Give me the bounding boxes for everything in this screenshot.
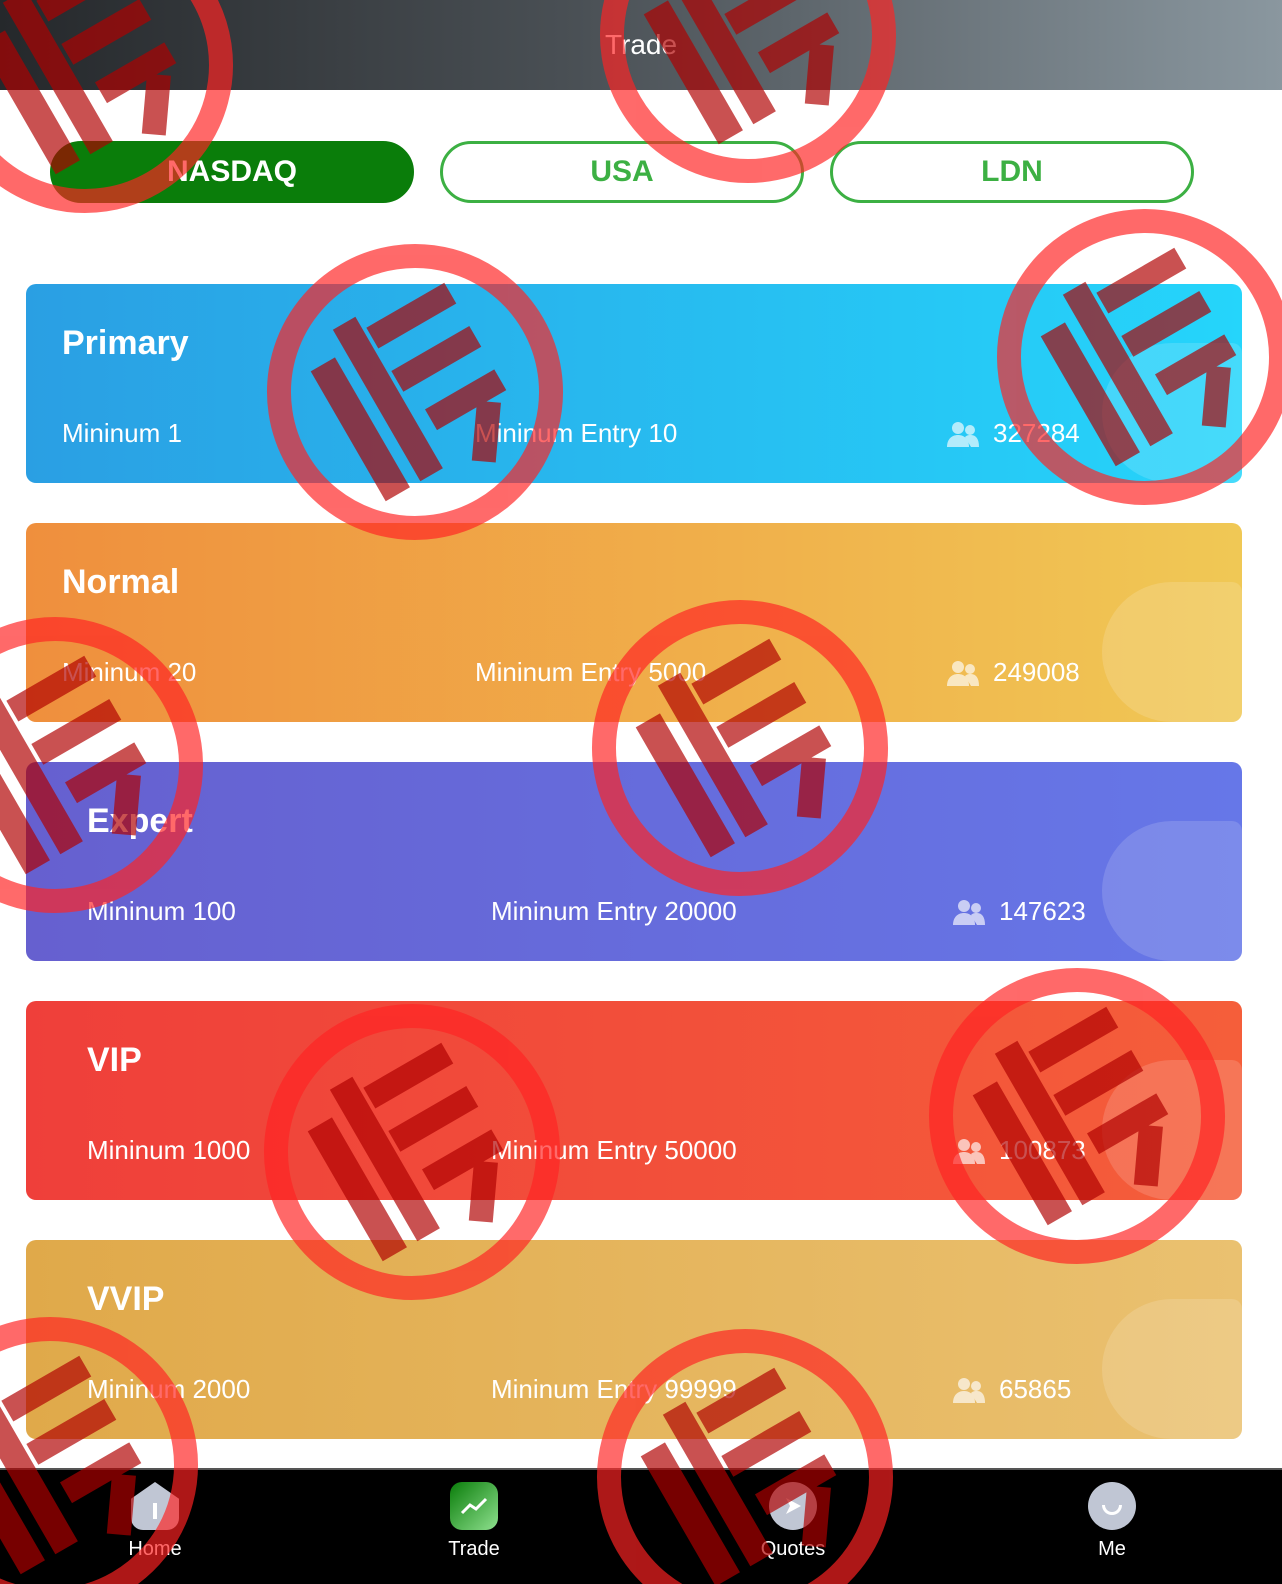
card-decoration bbox=[1102, 821, 1242, 961]
card-normal[interactable]: Normal Mininum 20 Mininum Entry 5000 249… bbox=[26, 523, 1242, 722]
card-minimum: Mininum 100 bbox=[87, 896, 236, 926]
card-minimum: Mininum 1000 bbox=[87, 1135, 251, 1165]
count-value: 65865 bbox=[999, 1374, 1072, 1404]
users-icon bbox=[953, 899, 985, 925]
users-icon bbox=[947, 660, 979, 686]
nav-trade-label: Trade bbox=[448, 1538, 500, 1560]
nav-quotes[interactable]: Quotes bbox=[733, 1482, 853, 1561]
page-title: Trade bbox=[604, 29, 678, 60]
card-title: Expert bbox=[87, 802, 193, 840]
card-member-count: 249008 bbox=[947, 657, 1080, 688]
card-entry: Mininum Entry 5000 bbox=[475, 657, 707, 687]
card-decoration bbox=[1102, 1060, 1242, 1200]
nav-me[interactable]: Me bbox=[1052, 1482, 1172, 1561]
tab-ldn[interactable]: LDN bbox=[830, 141, 1194, 203]
nav-me-label: Me bbox=[1098, 1538, 1126, 1560]
card-decoration bbox=[1102, 582, 1242, 722]
profile-icon bbox=[1088, 1482, 1136, 1530]
count-value: 327284 bbox=[993, 418, 1080, 448]
users-icon bbox=[953, 1377, 985, 1403]
card-title: Primary bbox=[62, 324, 189, 362]
nav-home[interactable]: Home bbox=[95, 1482, 215, 1561]
card-member-count: 65865 bbox=[953, 1374, 1071, 1405]
users-icon bbox=[947, 421, 979, 447]
card-member-count: 100873 bbox=[953, 1135, 1086, 1166]
home-icon bbox=[131, 1482, 179, 1530]
nav-home-label: Home bbox=[128, 1538, 182, 1560]
card-entry: Mininum Entry 99999 bbox=[491, 1374, 737, 1404]
card-entry: Mininum Entry 10 bbox=[475, 418, 678, 448]
card-primary[interactable]: Primary Mininum 1 Mininum Entry 10 32728… bbox=[26, 284, 1242, 483]
nav-trade[interactable]: Trade bbox=[414, 1482, 534, 1561]
card-vvip[interactable]: VVIP Mininum 2000 Mininum Entry 99999 65… bbox=[26, 1240, 1242, 1439]
nav-quotes-label: Quotes bbox=[760, 1538, 826, 1560]
card-title: VVIP bbox=[87, 1280, 165, 1318]
card-expert[interactable]: Expert Mininum 100 Mininum Entry 20000 1… bbox=[26, 762, 1242, 961]
card-title: VIP bbox=[87, 1041, 142, 1079]
card-member-count: 147623 bbox=[953, 896, 1086, 927]
count-value: 249008 bbox=[993, 657, 1080, 687]
card-vip[interactable]: VIP Mininum 1000 Mininum Entry 50000 100… bbox=[26, 1001, 1242, 1200]
card-minimum: Mininum 2000 bbox=[87, 1374, 251, 1404]
card-decoration bbox=[1102, 343, 1242, 483]
card-title: Normal bbox=[62, 563, 180, 601]
card-minimum: Mininum 1 bbox=[62, 418, 182, 448]
tab-nasdaq[interactable]: NASDAQ bbox=[50, 141, 414, 203]
bottom-nav: Home Trade Quotes Me bbox=[0, 1468, 1282, 1584]
card-entry: Mininum Entry 20000 bbox=[491, 896, 737, 926]
card-minimum: Mininum 20 bbox=[62, 657, 197, 687]
users-icon bbox=[953, 1138, 985, 1164]
trade-chart-icon bbox=[450, 1482, 498, 1530]
count-value: 100873 bbox=[999, 1135, 1086, 1165]
card-entry: Mininum Entry 50000 bbox=[491, 1135, 737, 1165]
tab-usa[interactable]: USA bbox=[440, 141, 804, 203]
card-decoration bbox=[1102, 1299, 1242, 1439]
card-member-count: 327284 bbox=[947, 418, 1080, 449]
quotes-icon bbox=[769, 1482, 817, 1530]
header: Trade bbox=[0, 0, 1282, 90]
count-value: 147623 bbox=[999, 896, 1086, 926]
